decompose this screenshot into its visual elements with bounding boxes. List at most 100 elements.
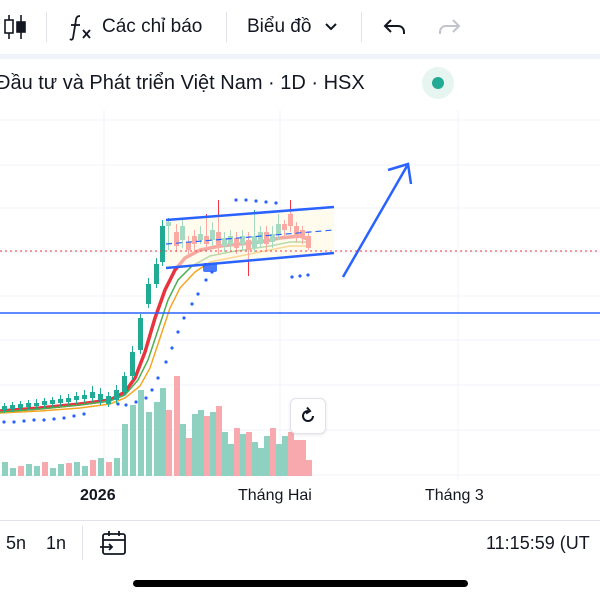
candle — [50, 397, 55, 407]
chart-type-dropdown[interactable]: Biểu đồ — [247, 0, 341, 54]
volume-bar — [106, 462, 112, 476]
volume-bar — [154, 402, 160, 476]
psar-dot — [144, 396, 148, 400]
parallel-channel[interactable] — [165, 205, 335, 270]
psar-dot — [204, 278, 208, 282]
candle — [26, 400, 31, 410]
volume-bar — [18, 466, 24, 476]
volume-bar — [138, 390, 144, 476]
psar-dot — [116, 402, 120, 406]
market-status-indicator[interactable] — [422, 67, 454, 99]
candle — [160, 220, 165, 266]
clock-time[interactable]: 11:15:59 (UT — [486, 533, 590, 553]
volume-bar — [282, 436, 288, 476]
reset-icon — [302, 406, 314, 422]
undo-button[interactable] — [382, 0, 408, 54]
psar-dot — [62, 416, 66, 420]
psar-dot — [22, 419, 26, 423]
candle — [2, 403, 7, 413]
volume-bar — [66, 463, 72, 476]
candle — [122, 372, 127, 396]
toolbar-divider — [361, 12, 362, 42]
market-open-dot — [432, 77, 444, 89]
bottom-divider — [82, 526, 83, 560]
volume-bar — [82, 466, 88, 476]
volume-bar — [90, 460, 96, 476]
volume-bar — [186, 438, 192, 476]
volume-bar — [74, 462, 80, 476]
psar-dot — [196, 292, 200, 296]
chart-style-button[interactable] — [2, 0, 28, 54]
psar-dot — [274, 201, 278, 205]
psar-dot — [170, 346, 174, 350]
volume-bar — [42, 462, 48, 476]
psar-dot — [2, 420, 6, 424]
candle — [146, 278, 151, 308]
candle — [66, 394, 71, 405]
volume-bar — [146, 412, 152, 476]
volume-bar — [228, 444, 234, 476]
volume-bar — [160, 388, 166, 476]
psar-dot — [306, 273, 310, 277]
drawing-anchor[interactable] — [203, 263, 217, 272]
candle — [90, 386, 95, 402]
volume-bar — [34, 466, 40, 476]
candle — [154, 258, 159, 288]
psar-dot — [150, 388, 154, 392]
volume-bar — [122, 424, 128, 476]
price-chart[interactable] — [0, 110, 600, 520]
volume-bar — [26, 464, 32, 476]
volume-bar — [130, 405, 136, 476]
volume-bar — [216, 406, 222, 476]
candles-icon — [4, 15, 26, 39]
psar-dot — [254, 199, 258, 203]
psar-dot — [134, 400, 138, 404]
psar-dot — [298, 274, 302, 278]
volume-bars — [2, 376, 312, 476]
candle — [58, 395, 63, 406]
psar-dot — [82, 412, 86, 416]
range-5d-button[interactable]: 5n — [6, 533, 27, 553]
chevron-down-icon — [325, 23, 338, 31]
psar-dot — [182, 316, 186, 320]
moving-averages — [0, 234, 311, 414]
toolbar-divider — [46, 12, 47, 42]
candle — [138, 314, 143, 354]
volume-bar — [300, 440, 306, 476]
fx-icon — [69, 15, 91, 41]
volume-bar — [246, 432, 252, 476]
candle — [42, 398, 47, 408]
reset-chart-button[interactable] — [290, 398, 326, 434]
psar-dot — [176, 330, 180, 334]
indicators-label: Các chỉ báo — [102, 16, 203, 37]
goto-date-icon — [100, 531, 126, 555]
candle — [98, 388, 103, 405]
volume-bar — [166, 410, 172, 476]
range-1y-button[interactable]: 1n — [46, 533, 67, 553]
redo-icon — [439, 19, 461, 34]
volume-bar — [222, 432, 228, 476]
candle — [10, 402, 15, 412]
psar-dot — [190, 302, 194, 306]
candle — [34, 399, 39, 409]
volume-bar — [174, 376, 180, 476]
trend-arrow[interactable] — [341, 162, 413, 278]
psar-dot — [72, 414, 76, 418]
x-axis-label-2026: 2026 — [80, 487, 116, 504]
volume-bar — [306, 460, 312, 476]
candle — [82, 390, 87, 403]
indicators-button[interactable]: Các chỉ báo — [68, 0, 202, 54]
candle — [130, 346, 135, 380]
toolbar-divider — [226, 12, 227, 42]
volume-bar — [234, 428, 240, 476]
psar-dot — [42, 418, 46, 422]
volume-bar — [252, 442, 258, 476]
psar-dot — [52, 417, 56, 421]
psar-dot — [234, 198, 238, 202]
symbol-title[interactable]: Đầu tư và Phát triển Việt Nam · 1D · HSX — [0, 72, 365, 94]
volume-bar — [294, 440, 300, 476]
volume-bar — [198, 410, 204, 476]
goto-date-button[interactable] — [99, 529, 129, 562]
redo-button[interactable] — [436, 0, 462, 54]
volume-bar — [258, 448, 264, 476]
